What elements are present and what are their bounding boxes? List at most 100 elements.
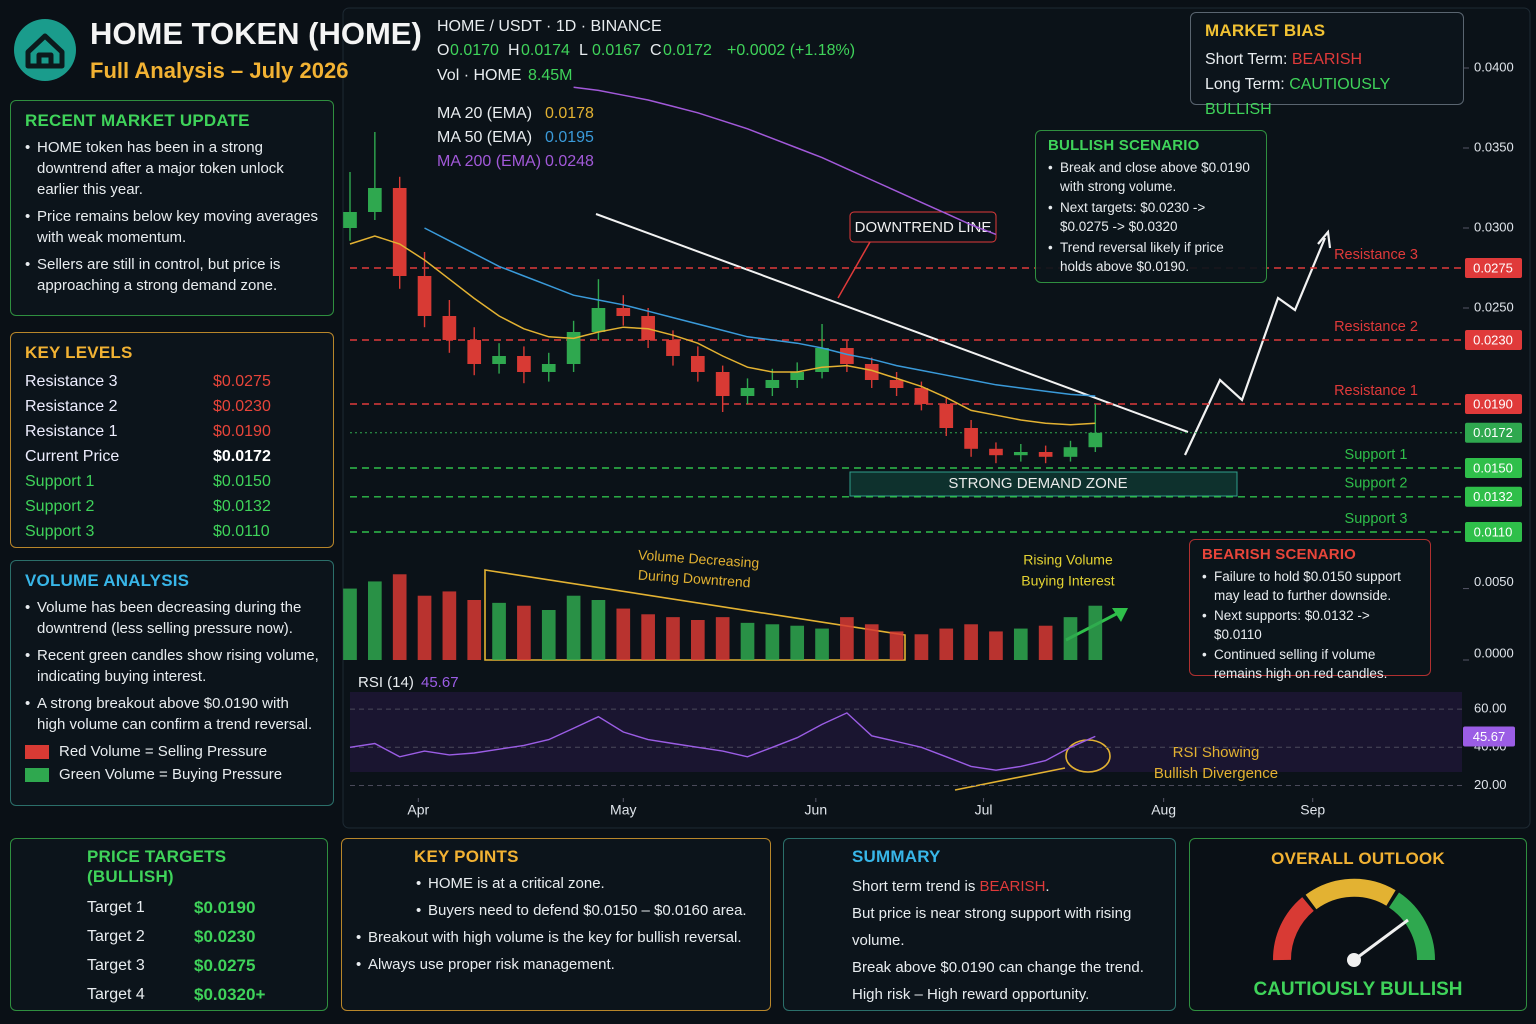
ohlc-value: 0.0170 — [450, 42, 499, 59]
x-tick-label: May — [610, 802, 636, 818]
level-name: Resistance 1 — [25, 423, 118, 440]
bias-row: Long Term: CAUTIOUSLY BULLISH — [1205, 72, 1449, 122]
annotation: RSI Showing — [1173, 744, 1260, 761]
level-row: Resistance 2 $0.0230 — [25, 394, 319, 419]
legend-label: MA 20 (EMA) — [437, 105, 532, 122]
candle-body — [392, 188, 407, 276]
ohlc-key: H — [508, 42, 520, 59]
legend-item: Red Volume = Selling Pressure — [25, 743, 319, 760]
level-name: Resistance 2 — [1334, 319, 1418, 335]
level-value: $0.0230 — [213, 398, 271, 415]
volume-bar — [343, 588, 357, 660]
panel-title: SUMMARY — [852, 847, 941, 866]
candle-body — [343, 212, 357, 228]
panel-title: MARKET BIAS — [1205, 21, 1326, 40]
bullish-scenario-panel: BULLISH SCENARIO Break and close above $… — [1035, 130, 1267, 283]
volume-bar — [939, 628, 954, 660]
market-update-panel: RECENT MARKET UPDATE HOME token has been… — [10, 100, 334, 316]
volume-bar — [815, 628, 829, 660]
bias-value: BEARISH — [1291, 51, 1363, 68]
volume-bar — [1013, 628, 1028, 660]
candle-body — [517, 356, 531, 372]
ohlc-value: 0.0167 — [592, 42, 641, 59]
annotation: STRONG DEMAND ZONE — [948, 475, 1127, 492]
target-value: $0.0190 — [194, 898, 256, 917]
level-box — [1465, 422, 1522, 443]
level-box — [1465, 458, 1522, 478]
candle-body — [815, 348, 829, 372]
arrow-head — [1317, 229, 1332, 249]
volume-bar — [392, 574, 407, 660]
volume-bar — [864, 624, 879, 660]
targets-table: Target 1 $0.0190 Target 2 $0.0230 Target 3 $0… — [87, 893, 313, 1009]
bullet: Sellers are still in control, but price … — [25, 254, 319, 296]
volume-bar — [666, 617, 680, 660]
volume-bar — [989, 631, 1003, 660]
candle-body — [492, 356, 506, 364]
candle-body — [765, 380, 780, 388]
panel-title: VOLUME ANALYSIS — [25, 571, 190, 590]
volume-bar — [442, 591, 457, 660]
rsi-band — [350, 692, 1462, 772]
volume-bar — [1088, 605, 1103, 660]
bullet: Price remains below key moving averages … — [25, 206, 319, 248]
x-tick-label: Sep — [1300, 802, 1325, 818]
level-row: Support 1 $0.0150 — [25, 469, 319, 494]
ma-line — [424, 227, 1096, 397]
ohlc-key: O — [437, 42, 449, 59]
candle-body — [864, 364, 879, 380]
level-name: Support 2 — [1345, 476, 1408, 492]
volume-wedge — [484, 569, 906, 661]
level-value: $0.0190 — [213, 423, 271, 440]
target-value: $0.0320+ — [194, 985, 266, 1004]
candle-body — [616, 308, 631, 316]
page-title: HOME TOKEN (HOME) — [90, 16, 422, 51]
level-name: Support 1 — [25, 473, 95, 490]
level-name: Support 1 — [1345, 447, 1408, 463]
volume-bar — [591, 600, 606, 660]
legend-swatch — [25, 744, 49, 759]
level-label: 0.0110 — [1474, 524, 1513, 539]
volume-value: 8.45M — [528, 67, 572, 84]
bullet: Recent green candles show rising volume,… — [25, 645, 319, 687]
key-points-panel: KEY POINTS HOME is at a critical zone. Bu… — [341, 838, 771, 1011]
ma-line — [573, 86, 997, 236]
legend-label: MA 200 (EMA) — [437, 153, 541, 170]
candle-body — [1013, 452, 1028, 456]
level-name: Support 3 — [1345, 511, 1408, 527]
level-value: $0.0275 — [213, 373, 271, 390]
ma-line — [349, 235, 1096, 426]
volume-bar — [1038, 625, 1053, 660]
logo-icon — [25, 33, 65, 69]
outlook-panel: OVERALL OUTLOOK CAUTIOUSLY BULLISH — [1189, 838, 1527, 1011]
level-name: Resistance 3 — [1334, 247, 1418, 263]
bullet: Continued selling if volume remains high… — [1202, 645, 1418, 683]
summary-line: High risk – High reward opportunity. — [852, 986, 1090, 1003]
level-name: Resistance 2 — [25, 398, 118, 415]
candle-body — [989, 448, 1003, 456]
bullet: Breakout with high volume is the key for… — [356, 927, 756, 948]
y-tick-label: 60.00 — [1474, 701, 1507, 716]
bullet: Always use proper risk management. — [356, 954, 756, 975]
level-label: 0.0230 — [1473, 332, 1513, 347]
panel-title: RECENT MARKET UPDATE — [25, 111, 250, 130]
y2-tick-label: 0.0000 — [1474, 645, 1514, 660]
level-box — [1465, 486, 1522, 507]
level-row: Resistance 1 $0.0190 — [25, 419, 319, 444]
rsi-line — [349, 712, 1096, 771]
candle-body — [368, 188, 382, 212]
bullet: Trend reversal likely if price holds abo… — [1048, 238, 1254, 276]
x-tick-label: Apr — [407, 802, 429, 818]
ohlc-value: 0.0172 — [663, 42, 712, 59]
market-bias-panel: MARKET BIAS Short Term: BEARISH Long Ter… — [1190, 12, 1464, 118]
bullet: HOME token has been in a strong downtren… — [25, 137, 319, 200]
x-tick-label: Jul — [975, 802, 993, 818]
legend-label: MA 50 (EMA) — [437, 129, 532, 146]
candle-body — [666, 340, 680, 356]
candle-body — [417, 276, 432, 316]
volume-bar — [616, 608, 631, 660]
level-name: Current Price — [25, 448, 120, 465]
summary-highlight: BEARISH — [979, 878, 1046, 895]
volume-bar — [467, 600, 482, 660]
y-tick-label: 0.0300 — [1474, 219, 1514, 234]
